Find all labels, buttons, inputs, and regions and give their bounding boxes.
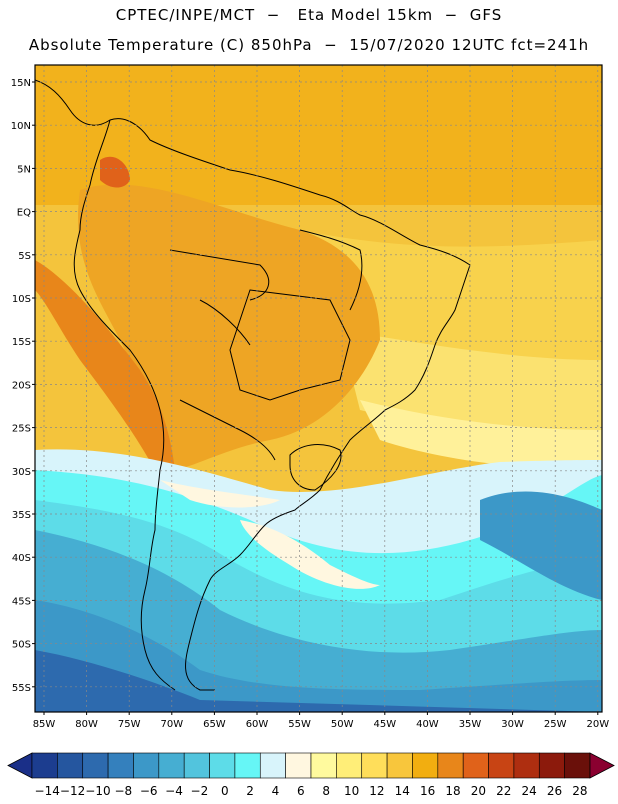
lon-label: 80W bbox=[75, 719, 98, 730]
title-line-2: Absolute Temperature (C) 850hPa − 15/07/… bbox=[28, 36, 590, 54]
colorbar-label: 4 bbox=[272, 784, 280, 798]
colorbar-swatch bbox=[259, 752, 286, 779]
lon-label: 50W bbox=[331, 719, 354, 730]
title-line-1: CPTEC/INPE/MCT − Eta Model 15km − GFS bbox=[115, 6, 503, 24]
colorbar bbox=[7, 752, 615, 779]
colorbar-swatch bbox=[488, 752, 515, 779]
lat-label: 5N bbox=[17, 164, 31, 175]
colorbar-label: −4 bbox=[165, 784, 183, 798]
colorbar-label: −6 bbox=[140, 784, 158, 798]
lon-label: 45W bbox=[373, 719, 396, 730]
colorbar-swatch bbox=[386, 752, 413, 779]
colorbar-label: −14 bbox=[35, 784, 60, 798]
colorbar-swatch bbox=[57, 752, 84, 779]
lon-label: 25W bbox=[544, 719, 567, 730]
lat-label: EQ bbox=[17, 208, 31, 219]
colorbar-label: 18 bbox=[445, 784, 460, 798]
lat-label: 50S bbox=[12, 640, 31, 651]
lat-label: 30S bbox=[12, 467, 31, 478]
colorbar-swatch bbox=[437, 752, 464, 779]
colorbar-under-arrow bbox=[7, 752, 33, 779]
colorbar-label: −2 bbox=[191, 784, 209, 798]
colorbar-swatch bbox=[564, 752, 591, 779]
lat-label: 25S bbox=[12, 424, 31, 435]
colorbar-label: 22 bbox=[496, 784, 511, 798]
lat-label: 5S bbox=[18, 251, 31, 262]
colorbar-swatch bbox=[462, 752, 489, 779]
colorbar-swatch bbox=[336, 752, 363, 779]
colorbar-label: 16 bbox=[420, 784, 435, 798]
colorbar-swatch bbox=[183, 752, 210, 779]
colorbar-swatch bbox=[82, 752, 109, 779]
axis-ticks bbox=[32, 81, 599, 715]
colorbar-swatch bbox=[107, 752, 134, 779]
colorbar-swatch bbox=[513, 752, 540, 779]
colorbar-label: 0 bbox=[221, 784, 229, 798]
temperature-field bbox=[35, 65, 602, 712]
lon-label: 40W bbox=[416, 719, 439, 730]
colorbar-label: 12 bbox=[369, 784, 384, 798]
lon-label: 75W bbox=[118, 719, 141, 730]
map-frame bbox=[34, 64, 603, 713]
lon-label: 70W bbox=[160, 719, 183, 730]
colorbar-swatch bbox=[133, 752, 160, 779]
colorbar-label: 6 bbox=[297, 784, 305, 798]
lon-label: 85W bbox=[33, 719, 56, 730]
coastline bbox=[35, 79, 471, 691]
lon-label: 65W bbox=[203, 719, 226, 730]
lat-label: 55S bbox=[12, 683, 31, 694]
colorbar-over-arrow bbox=[589, 752, 615, 779]
colorbar-swatch bbox=[31, 752, 58, 779]
colorbar-label: 24 bbox=[521, 784, 536, 798]
colorbar-label: 14 bbox=[395, 784, 410, 798]
colorbar-label: 10 bbox=[344, 784, 359, 798]
colorbar-label: 2 bbox=[246, 784, 254, 798]
colorbar-label: 26 bbox=[547, 784, 562, 798]
colorbar-labels: −14 −12 −10 −8 −6 −4 −2 0 2 4 6 8 10 12 14 16 18 20 22 24 26… bbox=[35, 784, 588, 798]
colorbar-swatch bbox=[310, 752, 337, 779]
colorbar-swatch bbox=[234, 752, 261, 779]
lon-label: 20W bbox=[586, 719, 609, 730]
colorbar-label: −10 bbox=[85, 784, 110, 798]
lat-label: 35S bbox=[12, 510, 31, 521]
colorbar-swatch bbox=[209, 752, 236, 779]
colorbar-label: −12 bbox=[60, 784, 85, 798]
colorbar-swatch bbox=[361, 752, 388, 779]
colorbar-swatch bbox=[412, 752, 439, 779]
lon-label: 30W bbox=[501, 719, 524, 730]
colorbar-label: −8 bbox=[114, 784, 132, 798]
lat-label: 15N bbox=[11, 78, 31, 89]
lon-label: 55W bbox=[288, 719, 311, 730]
colorbar-label: 8 bbox=[322, 784, 330, 798]
lon-label: 35W bbox=[459, 719, 482, 730]
colorbar-swatch bbox=[538, 752, 565, 779]
longitude-labels: 85W 80W 75W 70W 65W 60W 55W 50W 45W 40W 35W 30W 25W 2… bbox=[33, 719, 610, 730]
lat-label: 45S bbox=[12, 596, 31, 607]
latitude-labels: 15N 10N 5N EQ 5S 10S 15S 20S 25S 30S 35S 40S 45S 50S 5… bbox=[11, 78, 31, 694]
lat-label: 10N bbox=[11, 121, 31, 132]
colorbar-label: 20 bbox=[471, 784, 486, 798]
lon-label: 60W bbox=[246, 719, 269, 730]
lat-label: 15S bbox=[12, 337, 31, 348]
colorbar-swatch bbox=[285, 752, 312, 779]
lat-label: 10S bbox=[12, 294, 31, 305]
colorbar-swatch bbox=[158, 752, 185, 779]
colorbar-label: 28 bbox=[572, 784, 587, 798]
lat-label: 40S bbox=[12, 553, 31, 564]
lat-label: 20S bbox=[12, 380, 31, 391]
